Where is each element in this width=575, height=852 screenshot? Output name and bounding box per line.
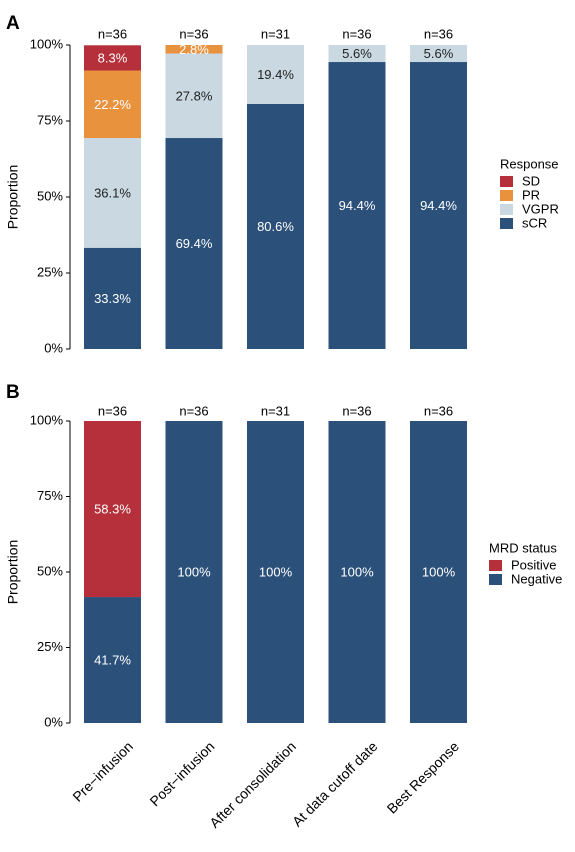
y-tick-label: 0% <box>44 340 63 355</box>
bar-value-label: 5.6% <box>424 46 454 61</box>
y-tick-label: 50% <box>37 563 63 578</box>
bar-value-label: 2.8% <box>179 42 209 57</box>
bar-segment <box>328 62 386 350</box>
bar-segment <box>410 62 467 350</box>
legend-swatch <box>489 574 502 585</box>
bar-value-label: 41.7% <box>94 653 131 668</box>
bar-value-label: 94.4% <box>339 198 376 213</box>
x-category-label: Best Response <box>384 738 463 817</box>
y-axis-title: Proportion <box>5 165 21 230</box>
bar-value-label: 100% <box>177 565 211 580</box>
bar-segment <box>165 138 223 349</box>
legend-swatch <box>500 176 513 187</box>
n-label: n=36 <box>424 403 453 418</box>
bar-value-label: 94.4% <box>420 198 457 213</box>
bar-value-label: 100% <box>340 565 374 580</box>
legend-swatch <box>500 190 513 201</box>
bar-segment <box>84 597 141 723</box>
panel-letter: B <box>6 382 20 403</box>
legend-label: sCR <box>522 215 547 230</box>
bar-value-label: 69.4% <box>176 236 213 251</box>
bar-value-label: 100% <box>259 565 293 580</box>
bar-value-label: 5.6% <box>342 46 372 61</box>
n-label: n=36 <box>342 403 371 418</box>
y-tick-label: 100% <box>30 412 64 427</box>
bar-segment <box>410 421 467 723</box>
legend-label: Positive <box>511 557 557 572</box>
bar-segment <box>84 247 141 349</box>
bar-value-label: 27.8% <box>176 88 213 103</box>
n-label: n=36 <box>98 403 127 418</box>
bar-value-label: 33.3% <box>94 291 131 306</box>
n-label: n=36 <box>179 26 208 41</box>
y-tick-label: 75% <box>37 112 63 127</box>
x-category-label: Pre−infusion <box>69 738 136 805</box>
bar-segment <box>328 421 386 723</box>
bar-segment <box>165 421 223 723</box>
bar-segment <box>247 421 304 723</box>
n-label: n=31 <box>261 403 290 418</box>
bar-segment <box>84 45 141 71</box>
bar-segment <box>84 70 141 139</box>
y-tick-label: 0% <box>44 714 63 729</box>
bar-value-label: 19.4% <box>257 67 294 82</box>
bar-segment <box>247 45 304 104</box>
legend-title: MRD status <box>489 540 557 555</box>
n-label: n=36 <box>424 26 453 41</box>
y-axis-title: Proportion <box>5 540 21 605</box>
legend-swatch <box>489 560 502 571</box>
bar-segment <box>84 421 141 598</box>
y-tick-label: 25% <box>37 639 63 654</box>
bar-segment <box>328 45 386 63</box>
x-category-label: After consolidation <box>206 738 299 831</box>
n-label: n=36 <box>179 403 208 418</box>
n-label: n=31 <box>261 26 290 41</box>
bar-segment <box>165 45 223 54</box>
y-tick-label: 50% <box>37 188 63 203</box>
legend-label: SD <box>522 173 540 188</box>
legend-label: PR <box>522 187 540 202</box>
legend-title: Response <box>500 156 559 171</box>
y-tick-label: 25% <box>37 264 63 279</box>
bar-value-label: 36.1% <box>94 185 131 200</box>
x-category-label: At data cutoff date <box>289 738 381 830</box>
panel-letter: A <box>6 13 20 34</box>
n-label: n=36 <box>98 26 127 41</box>
y-tick-label: 100% <box>30 36 64 51</box>
bar-value-label: 8.3% <box>98 50 128 65</box>
legend-label: Negative <box>511 571 562 586</box>
bar-value-label: 22.2% <box>94 97 131 112</box>
bar-segment <box>247 103 304 349</box>
n-label: n=36 <box>342 26 371 41</box>
legend-swatch <box>500 218 513 229</box>
x-category-label: Post−infusion <box>146 738 217 809</box>
bar-value-label: 80.6% <box>257 219 294 234</box>
bar-value-label: 100% <box>422 565 456 580</box>
legend-label: VGPR <box>522 201 559 216</box>
bar-segment <box>410 45 467 63</box>
y-tick-label: 75% <box>37 488 63 503</box>
bar-segment <box>165 53 223 139</box>
legend-swatch <box>500 204 513 215</box>
bar-value-label: 58.3% <box>94 502 131 517</box>
bar-segment <box>84 138 141 248</box>
